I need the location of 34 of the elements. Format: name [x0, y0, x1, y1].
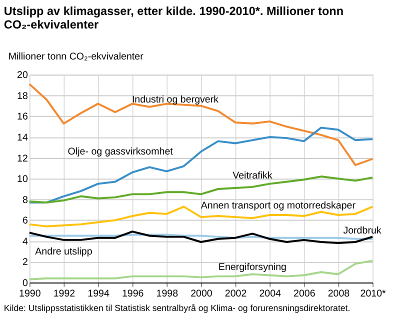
- series-label: Andre utslipp: [35, 246, 93, 258]
- chart-title: Utslipp av klimagasser, etter kilde. 1990-2010*. Millioner tonn CO₂-ekvivalenter: [4, 4, 344, 32]
- line-series: [28, 260, 374, 280]
- x-tick-label: 1998: [156, 288, 179, 300]
- series-label: Energiforsyning: [218, 262, 286, 273]
- y-tick-label: 12: [17, 153, 28, 164]
- y-tick-label: 0: [22, 278, 28, 289]
- y-tick-label: 20: [17, 70, 28, 82]
- x-tick-label: 2006: [294, 288, 316, 300]
- text: Kilde: Utslippsstatistikken til Statistisk sentralbyrå og Klima- og forurensningsdirektoratet.: [4, 302, 350, 313]
- x-tick-label: 1992: [53, 288, 76, 300]
- series-label: Annen transport og motorredskaper: [200, 200, 356, 212]
- y-axis-title: Millioner tonn CO₂-ekvivalenter: [8, 51, 144, 62]
- x-tick-label: 2010*: [360, 288, 386, 300]
- series-label: Jordbruk: [343, 226, 382, 237]
- x-tick-label: 1990: [19, 288, 42, 300]
- y-tick-label: 10: [17, 174, 28, 186]
- x-tick-label: 2004: [259, 288, 282, 300]
- x-tick-label: 2000: [190, 288, 213, 300]
- y-tick-label: 2: [22, 257, 28, 268]
- x-tick-label: 1996: [122, 288, 144, 300]
- line-series: [28, 83, 374, 166]
- y-tick-label: 18: [17, 90, 28, 102]
- y-tick-label: 6: [22, 216, 28, 227]
- y-tick-label: 4: [22, 236, 28, 248]
- x-tick-label: 1994: [88, 288, 110, 300]
- x-tick-label: 2008: [328, 288, 350, 300]
- y-tick-label: 8: [22, 194, 28, 206]
- series-label: Veitrafikk: [232, 170, 272, 182]
- series-label: Olje- og gassvirksomhet: [68, 146, 174, 158]
- y-tick-label: 14: [17, 132, 28, 144]
- y-tick-label: 16: [17, 112, 28, 123]
- series-label: Industri og bergverk: [132, 94, 219, 106]
- x-tick-label: 2002: [224, 288, 247, 300]
